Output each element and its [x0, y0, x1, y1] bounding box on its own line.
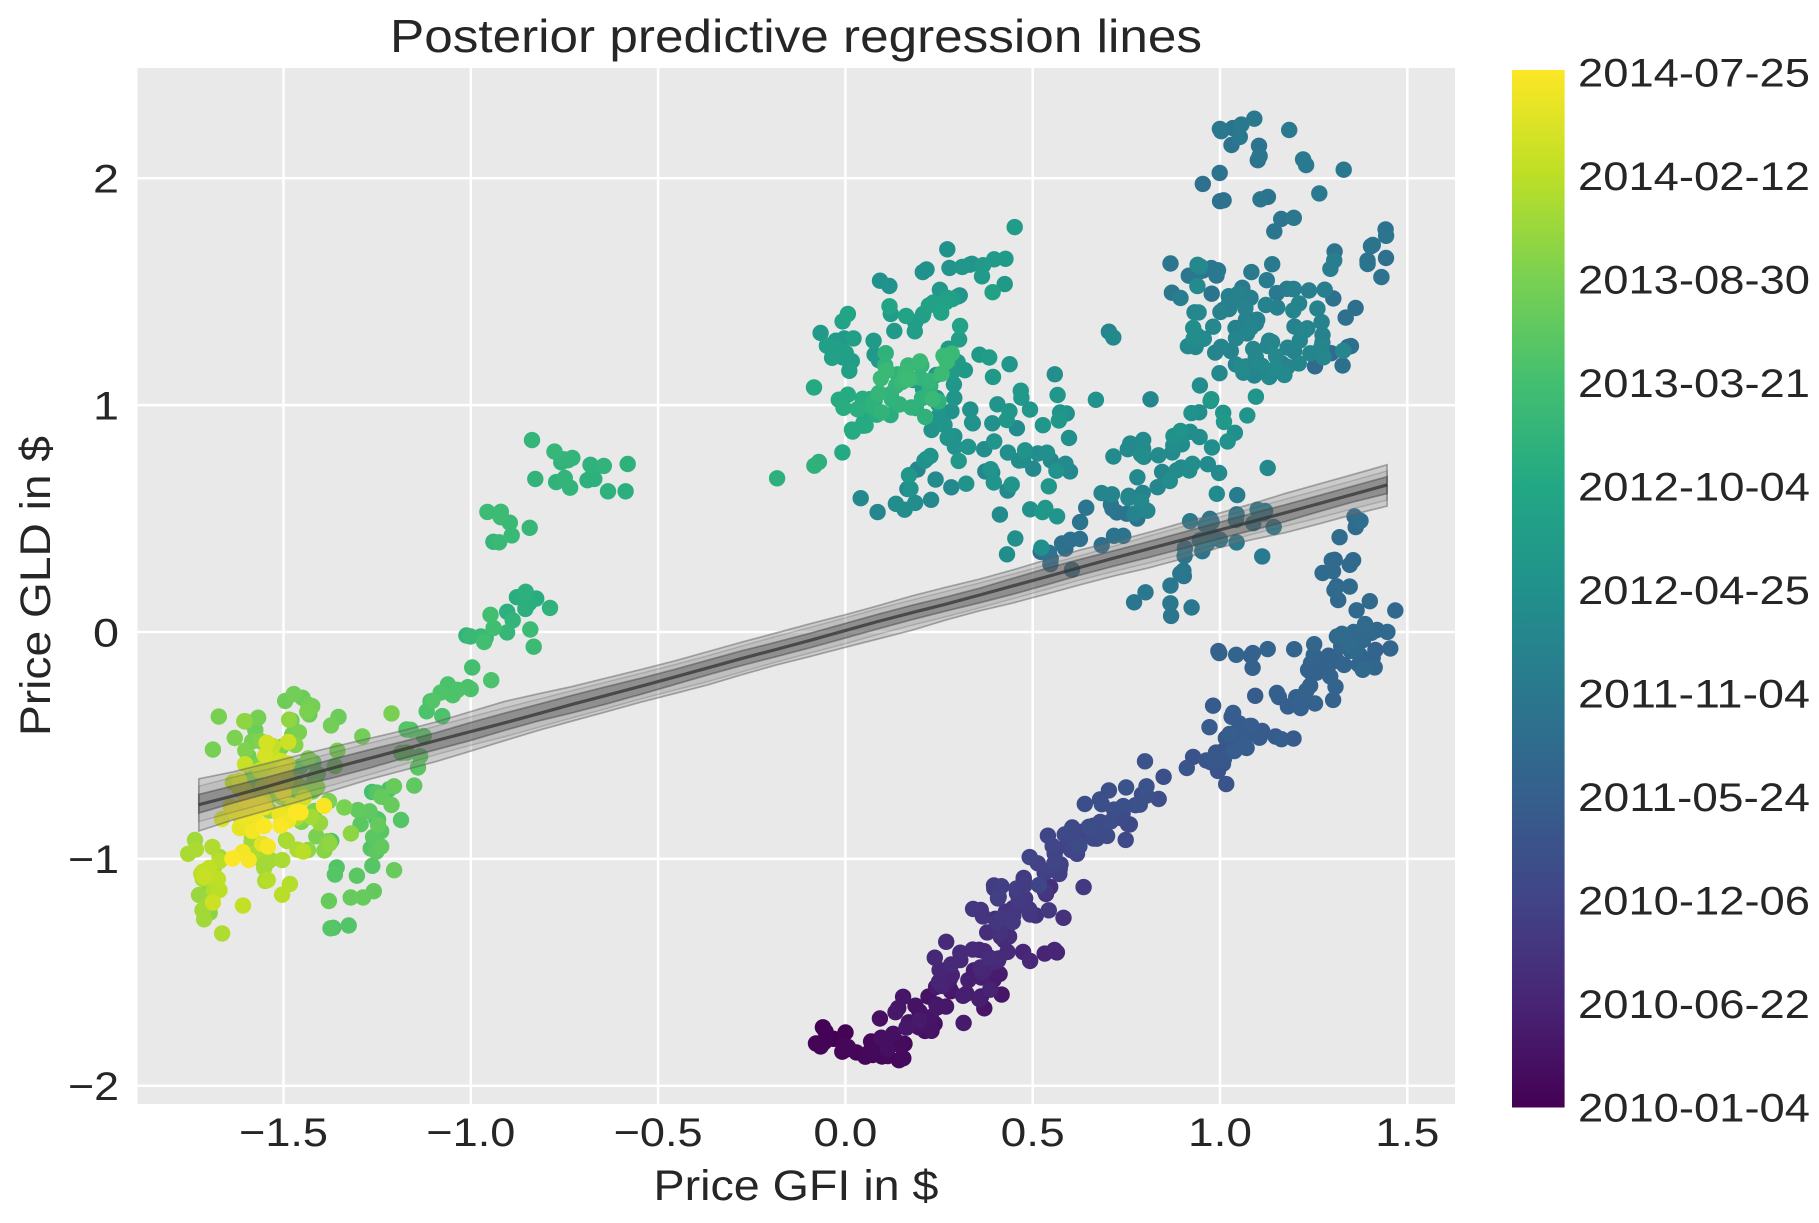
svg-text:2011-11-04: 2011-11-04 — [1578, 672, 1810, 716]
svg-text:0: 0 — [93, 611, 119, 655]
svg-text:1: 1 — [93, 384, 119, 428]
svg-text:2010-06-22: 2010-06-22 — [1578, 983, 1810, 1027]
svg-text:−0.5: −0.5 — [614, 1111, 703, 1155]
svg-text:−2: −2 — [68, 1065, 119, 1109]
svg-text:2013-08-30: 2013-08-30 — [1578, 258, 1810, 302]
svg-text:0.0: 0.0 — [813, 1111, 877, 1155]
svg-text:2012-04-25: 2012-04-25 — [1578, 569, 1810, 613]
svg-text:1.0: 1.0 — [1188, 1111, 1252, 1155]
svg-text:Price GFI in $: Price GFI in $ — [654, 1162, 939, 1210]
svg-text:2011-05-24: 2011-05-24 — [1578, 776, 1810, 820]
svg-text:2010-01-04: 2010-01-04 — [1578, 1086, 1810, 1130]
svg-text:2014-07-25: 2014-07-25 — [1578, 51, 1810, 95]
svg-text:Posterior predictive regressio: Posterior predictive regression lines — [390, 10, 1202, 62]
svg-text:−1.0: −1.0 — [426, 1111, 515, 1155]
svg-text:2013-03-21: 2013-03-21 — [1578, 362, 1810, 406]
svg-text:−1.5: −1.5 — [239, 1111, 328, 1155]
svg-text:0.5: 0.5 — [1001, 1111, 1065, 1155]
svg-text:2014-02-12: 2014-02-12 — [1578, 155, 1810, 199]
svg-text:−1: −1 — [68, 838, 119, 882]
svg-text:2012-10-04: 2012-10-04 — [1578, 465, 1810, 509]
svg-text:2010-12-06: 2010-12-06 — [1578, 879, 1810, 923]
svg-text:1.5: 1.5 — [1375, 1111, 1439, 1155]
svg-text:2: 2 — [93, 158, 119, 202]
svg-text:Price GLD in $: Price GLD in $ — [12, 436, 60, 736]
